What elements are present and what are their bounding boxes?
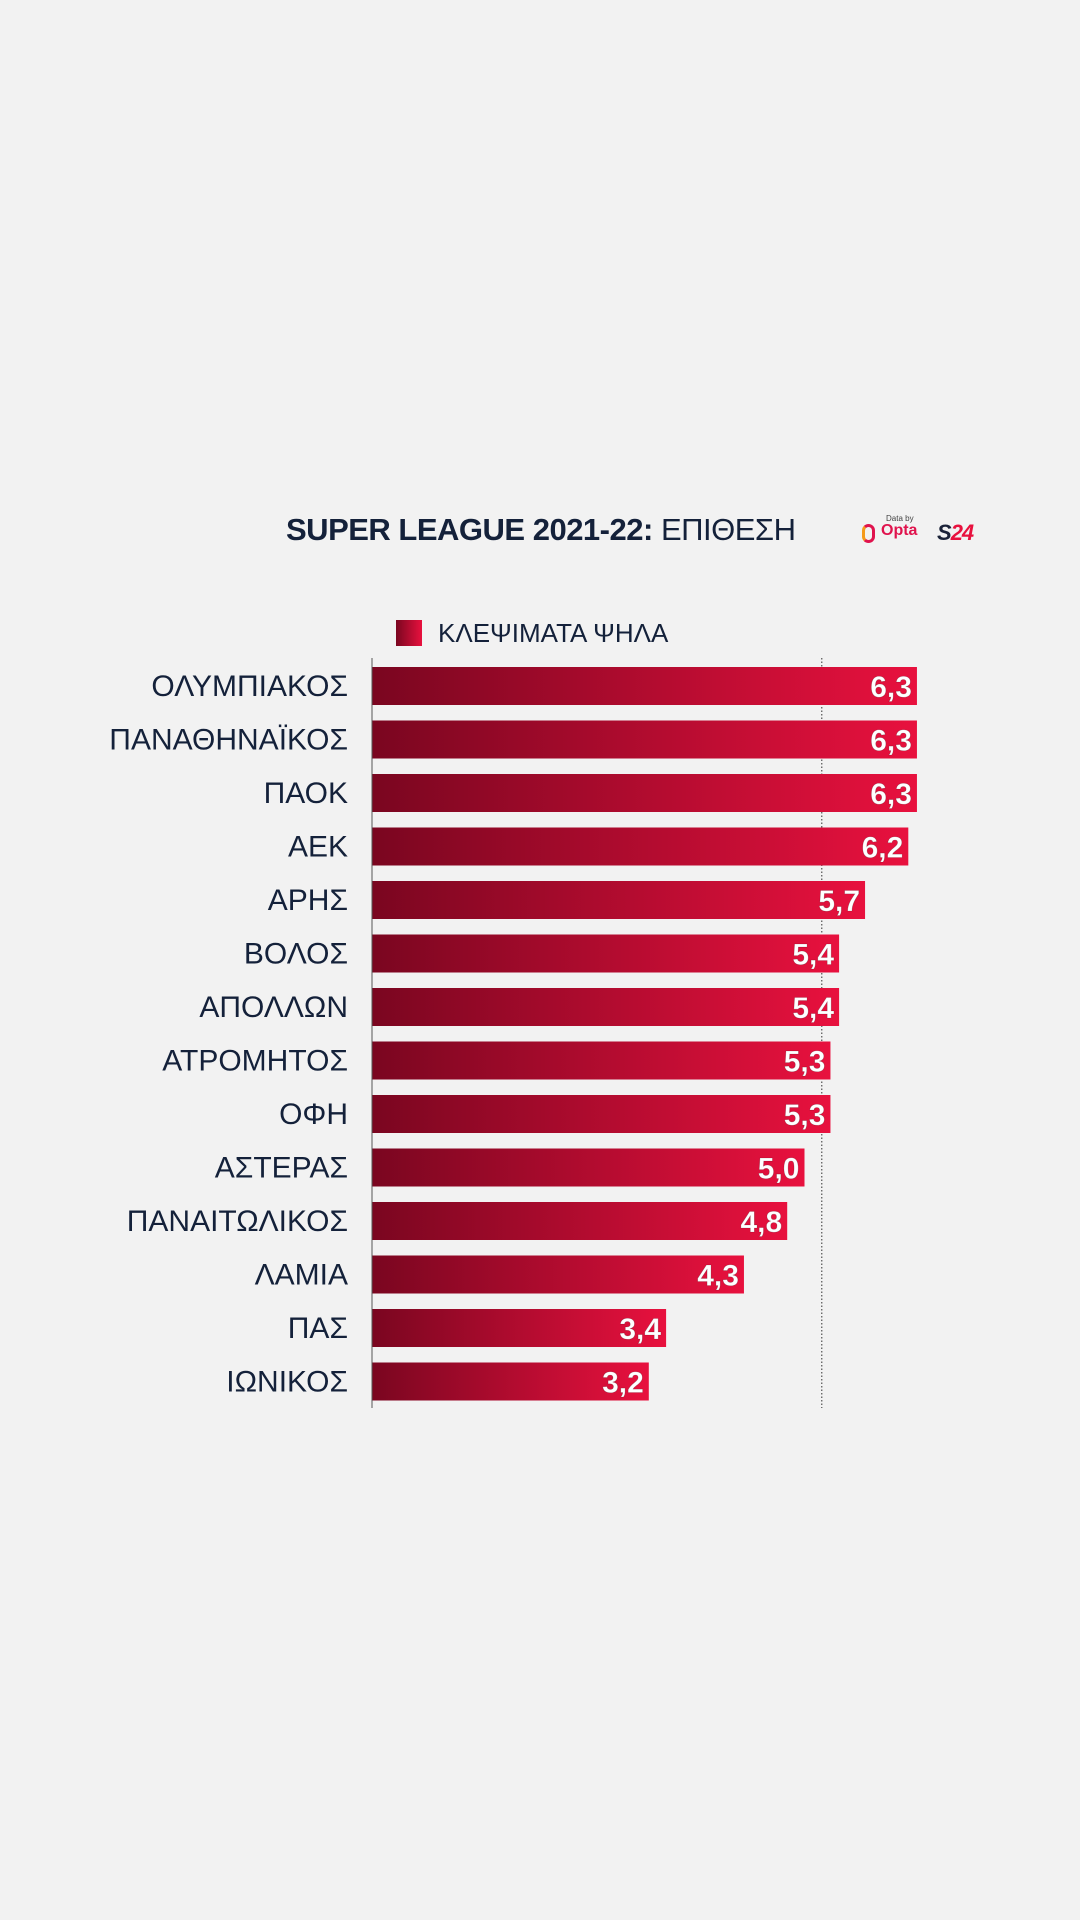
value-label: 6,2 [862,832,904,865]
category-label: ΛΑΜΙΑ [255,1259,348,1292]
bar [372,988,840,1026]
bar [372,934,840,973]
category-label: ΑΤΡΟΜΗΤΟΣ [162,1045,348,1078]
category-label: ΠΑΝΑΙΤΩΛΙΚΟΣ [127,1205,348,1238]
value-label: 5,4 [792,939,834,972]
value-label: 4,8 [740,1206,782,1239]
bar [372,667,917,705]
category-label: ΑΕΚ [288,831,348,864]
value-label: 3,2 [602,1367,644,1400]
value-label: 5,4 [792,992,834,1025]
bar [372,881,866,919]
legend-label: ΚΛΕΨΙΜΑΤΑ ΨΗΛΑ [438,618,669,648]
category-label: ΠΑΝΑΘΗΝΑΪΚΟΣ [109,724,348,757]
bar [372,1095,831,1133]
value-label: 3,4 [619,1313,661,1346]
bar [372,1202,788,1240]
category-label: ΒΟΛΟΣ [244,938,348,971]
category-label: ΑΠΟΛΛΩΝ [199,991,348,1024]
chart-title: SUPER LEAGUE 2021-22: ΕΠΙΘΕΣΗ [286,512,796,548]
s24-number: 24 [950,520,975,545]
opta-icon [862,524,875,543]
category-label: ΙΩΝΙΚΟΣ [226,1366,348,1399]
bar [372,1148,805,1187]
bar [372,774,917,812]
value-label: 6,3 [870,671,912,704]
s24-logo: S24 [937,520,975,546]
bar [372,1255,744,1294]
legend-swatch [396,620,422,646]
value-label: 6,3 [870,778,912,811]
bar [372,1041,831,1080]
title-main: SUPER LEAGUE 2021-22: [286,512,653,547]
bar [372,1362,649,1401]
category-label: ΑΣΤΕΡΑΣ [215,1152,348,1185]
bar [372,720,917,759]
category-label: ΑΡΗΣ [268,884,348,917]
value-label: 6,3 [870,725,912,758]
category-label: ΠΑΣ [288,1312,348,1345]
value-label: 5,3 [784,1046,826,1079]
opta-caption: Data by [886,514,914,523]
value-label: 5,3 [784,1099,826,1132]
bar [372,827,909,866]
category-label: ΟΦΗ [279,1098,348,1131]
value-label: 5,0 [758,1153,800,1186]
bar [372,1309,667,1347]
title-sub: ΕΠΙΘΕΣΗ [660,512,796,547]
category-label: ΠΑΟΚ [264,777,348,810]
category-label: ΟΛΥΜΠΙΑΚΟΣ [151,670,348,703]
s24-letter: S [937,520,952,545]
opta-wordmark: Opta [881,522,918,539]
value-label: 4,3 [697,1260,739,1293]
value-label: 5,7 [818,885,860,918]
opta-logo: Data by Opta [860,514,930,546]
